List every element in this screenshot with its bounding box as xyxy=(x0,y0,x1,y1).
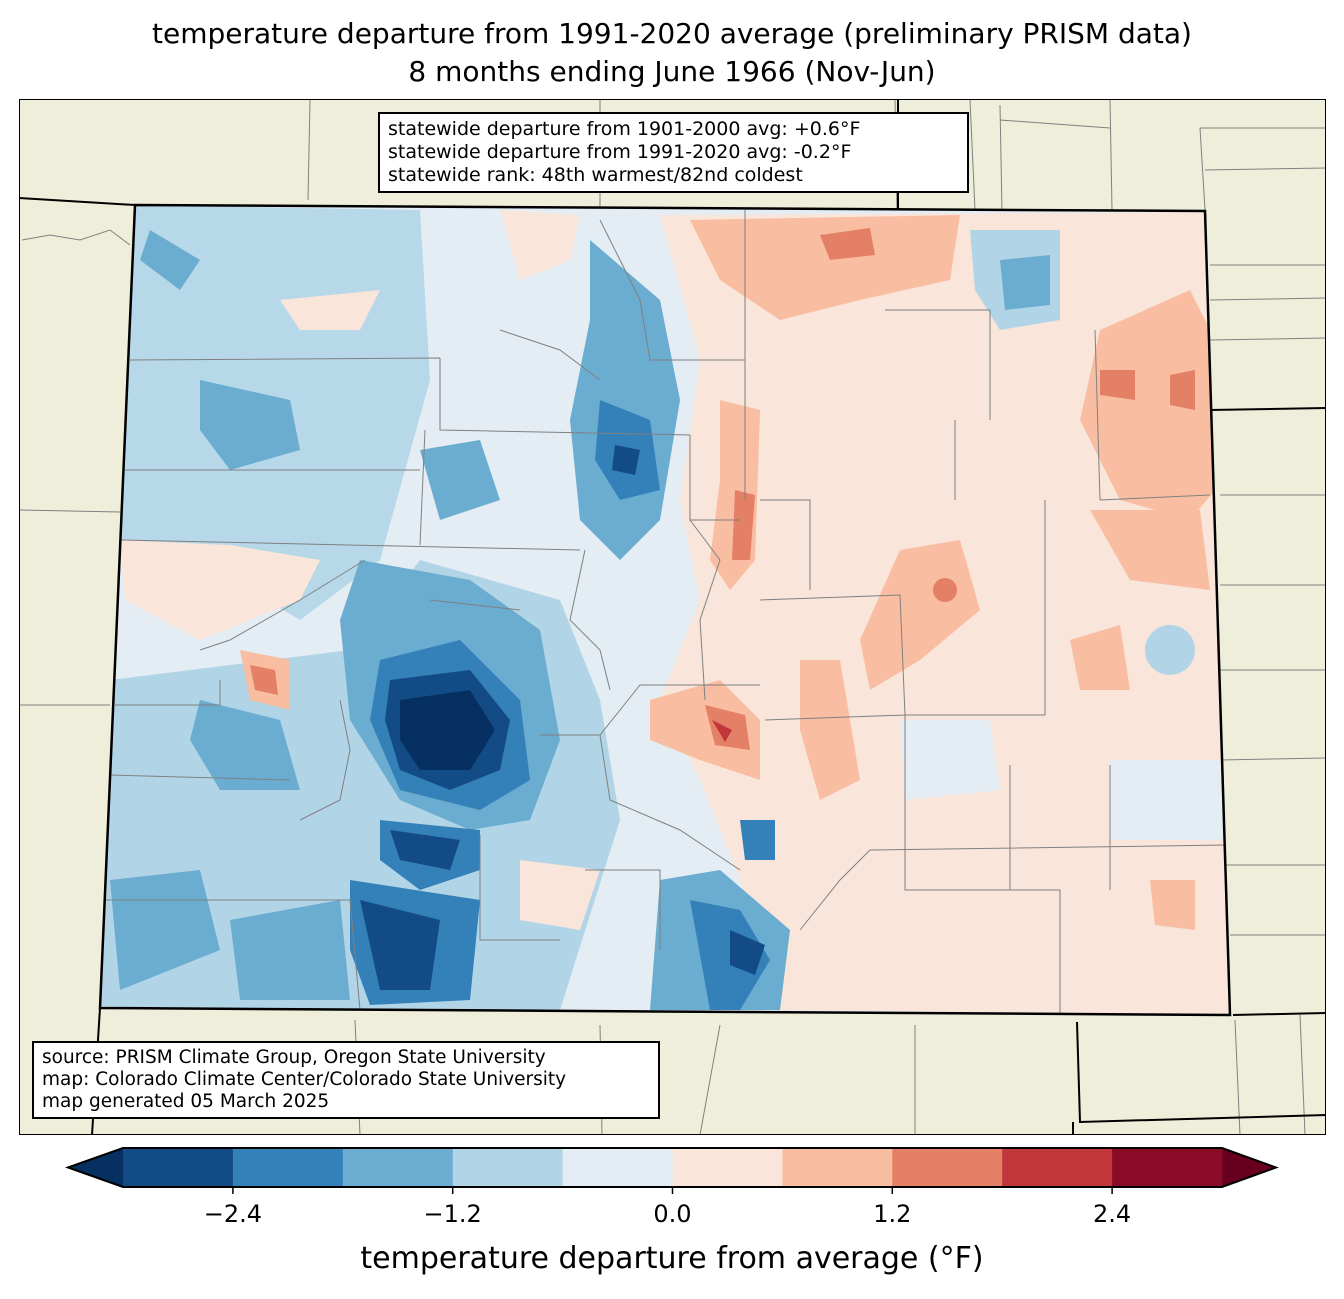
colorbar-tick-label: −1.2 xyxy=(423,1200,482,1228)
source-line: map: Colorado Climate Center/Colorado St… xyxy=(42,1069,567,1090)
colorbar xyxy=(65,1147,1279,1194)
colorbar-bin xyxy=(232,1148,344,1187)
colorado-border xyxy=(98,203,1232,1017)
stats-line: statewide departure from 1991-2020 avg: … xyxy=(388,141,852,163)
colorbar-bin xyxy=(672,1148,783,1187)
colorbar-bin xyxy=(123,1148,234,1187)
colorbar-bin xyxy=(1002,1148,1113,1187)
colorbar-bin xyxy=(342,1148,454,1187)
source-box: source: PRISM Climate Group, Oregon Stat… xyxy=(32,1041,660,1119)
colorbar-outline xyxy=(65,1147,1279,1188)
colorbar-over-extension xyxy=(1222,1148,1276,1187)
colorbar-bin xyxy=(452,1148,564,1187)
colorbar-under-extension xyxy=(68,1148,123,1187)
stats-line: statewide rank: 48th warmest/82nd coldes… xyxy=(388,164,803,186)
map-title: temperature departure from 1991-2020 ave… xyxy=(152,17,1192,50)
colorbar-tick-label: 2.4 xyxy=(1093,1200,1132,1228)
county-lines xyxy=(105,210,1230,1015)
source-line: source: PRISM Climate Group, Oregon Stat… xyxy=(42,1047,546,1068)
colorbar-bin xyxy=(1112,1148,1223,1187)
colorbar-bin xyxy=(892,1148,1003,1187)
map-subtitle: 8 months ending June 1966 (Nov-Jun) xyxy=(408,55,936,88)
stats-line: statewide departure from 1901-2000 avg: … xyxy=(388,118,861,140)
colorbar-bin xyxy=(782,1148,893,1187)
colorbar-tick-label: −2.4 xyxy=(203,1200,263,1228)
colorado-temperature-map xyxy=(19,99,1326,1135)
temperature-field xyxy=(100,205,1230,1015)
colorbar-bin xyxy=(562,1148,673,1187)
source-line: map generated 05 March 2025 xyxy=(42,1091,330,1112)
colorbar-tick-label: 0.0 xyxy=(653,1200,692,1228)
colorbar-label: temperature departure from average (°F) xyxy=(360,1241,984,1276)
colorbar-tick-label: 1.2 xyxy=(873,1200,912,1228)
statewide-stats-box: statewide departure from 1901-2000 avg: … xyxy=(378,112,969,193)
